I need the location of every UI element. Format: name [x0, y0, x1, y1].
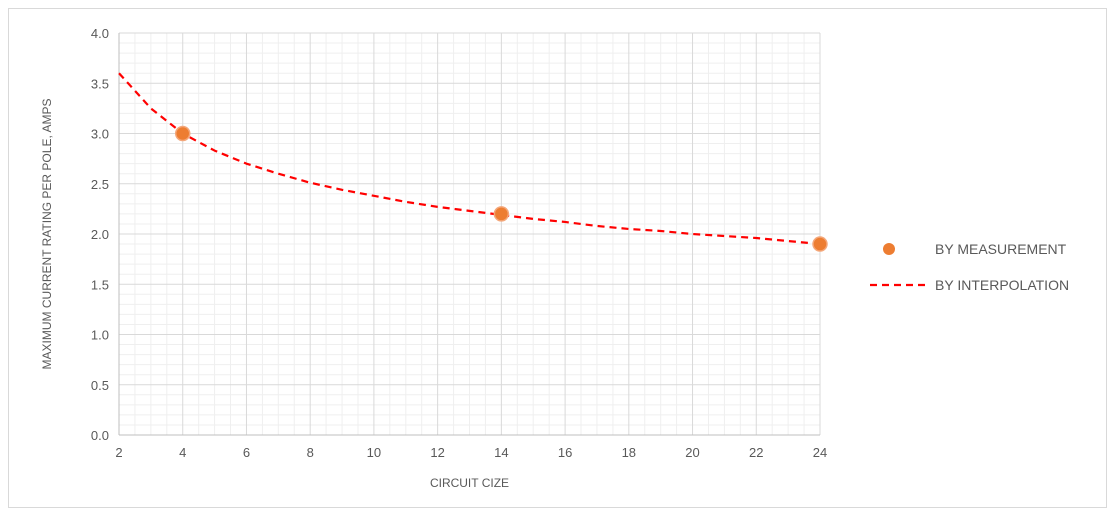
y-tick-label: 2.0: [91, 227, 109, 242]
x-tick-labels: 2 4 6 8 10 12 14 16 18 20 22 24: [115, 445, 827, 460]
x-tick-label: 22: [749, 445, 763, 460]
x-tick-label: 24: [813, 445, 827, 460]
x-tick-label: 2: [115, 445, 122, 460]
y-axis-title: MAXIMUM CURRENT RATING PER POLE, AMPS: [40, 99, 54, 370]
measurement-point: [813, 237, 827, 251]
measurement-point: [176, 127, 190, 141]
legend-label-interpolation: BY INTERPOLATION: [935, 277, 1069, 293]
y-tick-label: 4.0: [91, 26, 109, 41]
y-tick-labels: 0.0 0.5 1.0 1.5 2.0 2.5 3.0 3.5 4.0: [91, 26, 109, 443]
y-tick-label: 3.5: [91, 76, 109, 91]
chart-svg: 2 4 6 8 10 12 14 16 18 20 22 24 0.00.51.01.52.02.53…: [9, 9, 1108, 509]
y-tick-label: 1.5: [91, 277, 109, 292]
measurement-point: [494, 207, 508, 221]
x-tick-label: 12: [430, 445, 444, 460]
x-tick-label: 20: [685, 445, 699, 460]
x-tick-label: 8: [307, 445, 314, 460]
x-axis-title: CIRCUIT CIZE: [430, 476, 509, 490]
y-tick-label: 3.0: [91, 127, 109, 142]
x-tick-label: 16: [558, 445, 572, 460]
y-tick-label: 2.5: [91, 177, 109, 192]
legend-marker-measurement: [883, 243, 895, 255]
legend-label-measurement: BY MEASUREMENT: [935, 241, 1067, 257]
legend: BY MEASUREMENT BY INTERPOLATION: [870, 241, 1069, 293]
y-tick-label: 0.5: [91, 378, 109, 393]
x-tick-label: 10: [367, 445, 381, 460]
y-tick-label: 0.0: [91, 428, 109, 443]
y-tick-label: 1.0: [91, 328, 109, 343]
x-tick-label: 4: [179, 445, 186, 460]
x-tick-label: 14: [494, 445, 508, 460]
x-tick-label: 18: [622, 445, 636, 460]
chart-frame: 2 4 6 8 10 12 14 16 18 20 22 24 0.0 0.5 1.0 1.5 2.0 2.5 3…: [8, 8, 1107, 508]
x-tick-label: 6: [243, 445, 250, 460]
